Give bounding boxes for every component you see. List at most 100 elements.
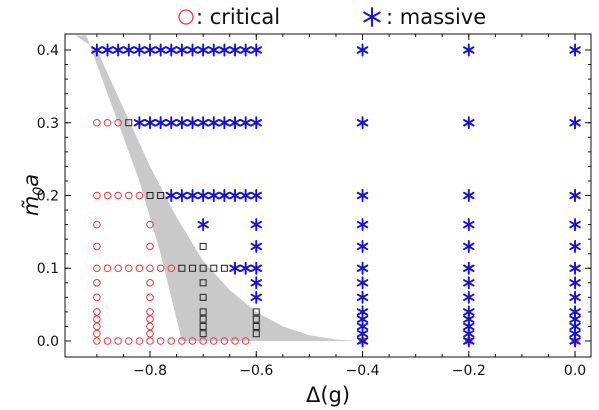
critical-point [93,315,101,323]
critical-point [124,264,133,273]
critical-point [146,329,154,338]
critical-point [103,264,112,273]
y-axis-label-main: m̃ [19,196,43,216]
intermediate-point [252,315,260,323]
massive-point [569,305,581,319]
critical-point [93,337,101,345]
intermediate-point [157,192,165,199]
massive-point [123,43,135,57]
critical-point [103,337,112,345]
critical-point [114,118,122,127]
intermediate-point [199,279,207,287]
massive-point [463,305,475,319]
intermediate-point [252,330,260,338]
critical-point [231,337,239,345]
intermediate-point [199,330,207,338]
massive-point [229,261,241,275]
massive-point [569,261,581,275]
massive-point [463,218,475,232]
massive-point [463,261,475,275]
critical-point [146,220,154,229]
massive-point [250,261,262,275]
massive-point [208,43,220,57]
critical-point [156,264,165,273]
massive-point [101,43,114,57]
data-points [91,43,581,348]
critical-point [178,337,186,345]
massive-point [197,189,209,202]
massive-point [463,290,475,304]
critical-point [146,293,154,302]
critical-point [93,279,101,287]
massive-point [208,189,220,202]
intermediate-point [199,264,207,272]
massive-point [569,218,581,232]
massive-point [218,116,231,130]
massive-point [112,43,124,57]
intermediate-point [252,322,260,330]
massive-point [154,43,167,57]
massive-point [463,276,475,290]
massive-point [176,116,188,130]
massive-point [186,116,199,130]
intermediate-point [178,264,186,272]
massive-point [197,43,209,57]
critical-point [241,337,250,345]
critical-point [103,118,112,127]
critical-point [93,322,101,331]
shaded-band [75,35,358,341]
massive-point [197,116,209,130]
intermediate-point [220,264,228,272]
massive-point [356,116,369,130]
critical-point [93,308,101,316]
massive-point [569,290,581,304]
x-axis-label: Δ(g) [306,383,350,407]
critical-point [188,337,197,345]
x-tick-label: −0.4 [346,363,380,379]
legend-massive-marker [363,7,381,27]
critical-point [93,242,101,251]
critical-point [220,337,229,345]
critical-point [103,191,112,200]
critical-point [114,191,122,200]
massive-point [239,43,252,57]
massive-point [176,43,188,57]
massive-point [176,189,188,202]
intermediate-point [199,242,207,250]
massive-point [463,189,475,202]
intermediate-point [125,119,133,127]
massive-point [144,116,156,130]
critical-point [167,264,176,273]
x-tick-label: −0.8 [133,363,167,379]
massive-point [356,218,369,232]
massive-point [463,239,475,253]
massive-point [569,189,581,202]
x-axis-ticks: −0.8 −0.6 −0.4 −0.2 0.0 [96,34,586,379]
massive-point [186,189,199,202]
intermediate-point [199,322,207,330]
y-tick-label: 0.2 [37,189,59,205]
intermediate-point [199,315,207,323]
massive-point [356,43,369,57]
massive-point [218,189,231,202]
critical-point [146,308,154,316]
critical-point [167,337,176,345]
massive-point [133,116,146,130]
critical-point [146,279,154,287]
massive-point [250,239,262,253]
y-tick-label: 0.1 [37,261,59,277]
critical-point [93,329,101,338]
massive-point [356,290,369,304]
massive-point [165,116,177,130]
svg-text:m̃0a: m̃0a [19,174,47,216]
massive-point [250,276,262,290]
massive-point [239,261,252,275]
x-tick-label: 0.0 [564,363,586,379]
y-tick-label: 0.4 [37,43,59,59]
massive-point [239,189,252,202]
massive-point [356,261,369,275]
y-axis-label: m̃0a [19,174,47,216]
massive-point [186,43,199,57]
massive-point [165,189,177,202]
